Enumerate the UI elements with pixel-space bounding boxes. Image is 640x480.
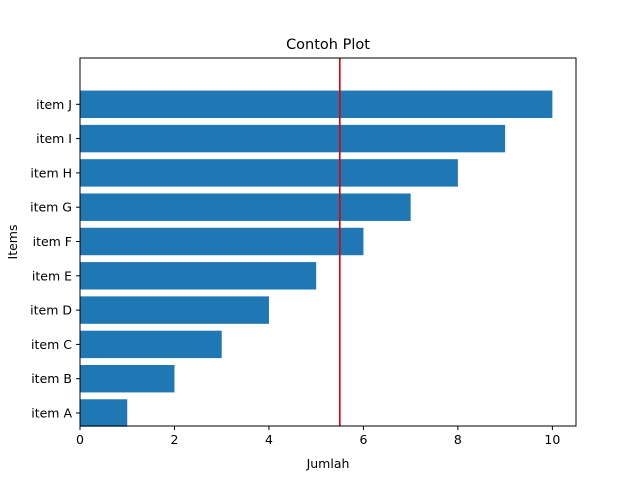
x-tick-label: 8 [454, 432, 462, 447]
bar [80, 330, 222, 359]
y-tick-label: item I [36, 131, 72, 146]
bar [80, 90, 553, 119]
y-tick-label: item A [31, 406, 72, 421]
x-axis-ticks: 0 2 4 6 8 10 [76, 426, 560, 447]
x-tick-label: 6 [359, 432, 367, 447]
bars-group [80, 90, 553, 427]
bar [80, 296, 269, 324]
bar [80, 124, 506, 153]
y-axis-label: Items [5, 225, 20, 260]
bar [80, 364, 175, 393]
plot-frame [79, 57, 577, 427]
bar [80, 399, 128, 427]
bar [80, 193, 411, 221]
bar [80, 159, 458, 187]
x-tick-label: 4 [265, 432, 273, 447]
y-axis-ticks: item A item B item C item D item E item F item… [30, 97, 80, 421]
y-tick-label: item H [30, 165, 72, 180]
y-tick-label: item G [30, 200, 72, 215]
y-tick-label: item B [31, 371, 72, 386]
x-axis-label: Jumlah [306, 456, 350, 471]
y-tick-label: item D [30, 303, 72, 318]
y-tick-label: item J [36, 97, 72, 112]
chart-title: Contoh Plot [286, 37, 370, 53]
bar [80, 262, 317, 290]
x-tick-label: 2 [170, 432, 178, 447]
x-tick-label: 0 [76, 432, 84, 447]
y-tick-label: item E [32, 268, 72, 283]
y-tick-label: item F [33, 234, 72, 249]
bar [80, 227, 364, 256]
y-tick-label: item C [31, 337, 72, 352]
x-tick-label: 10 [544, 432, 560, 447]
